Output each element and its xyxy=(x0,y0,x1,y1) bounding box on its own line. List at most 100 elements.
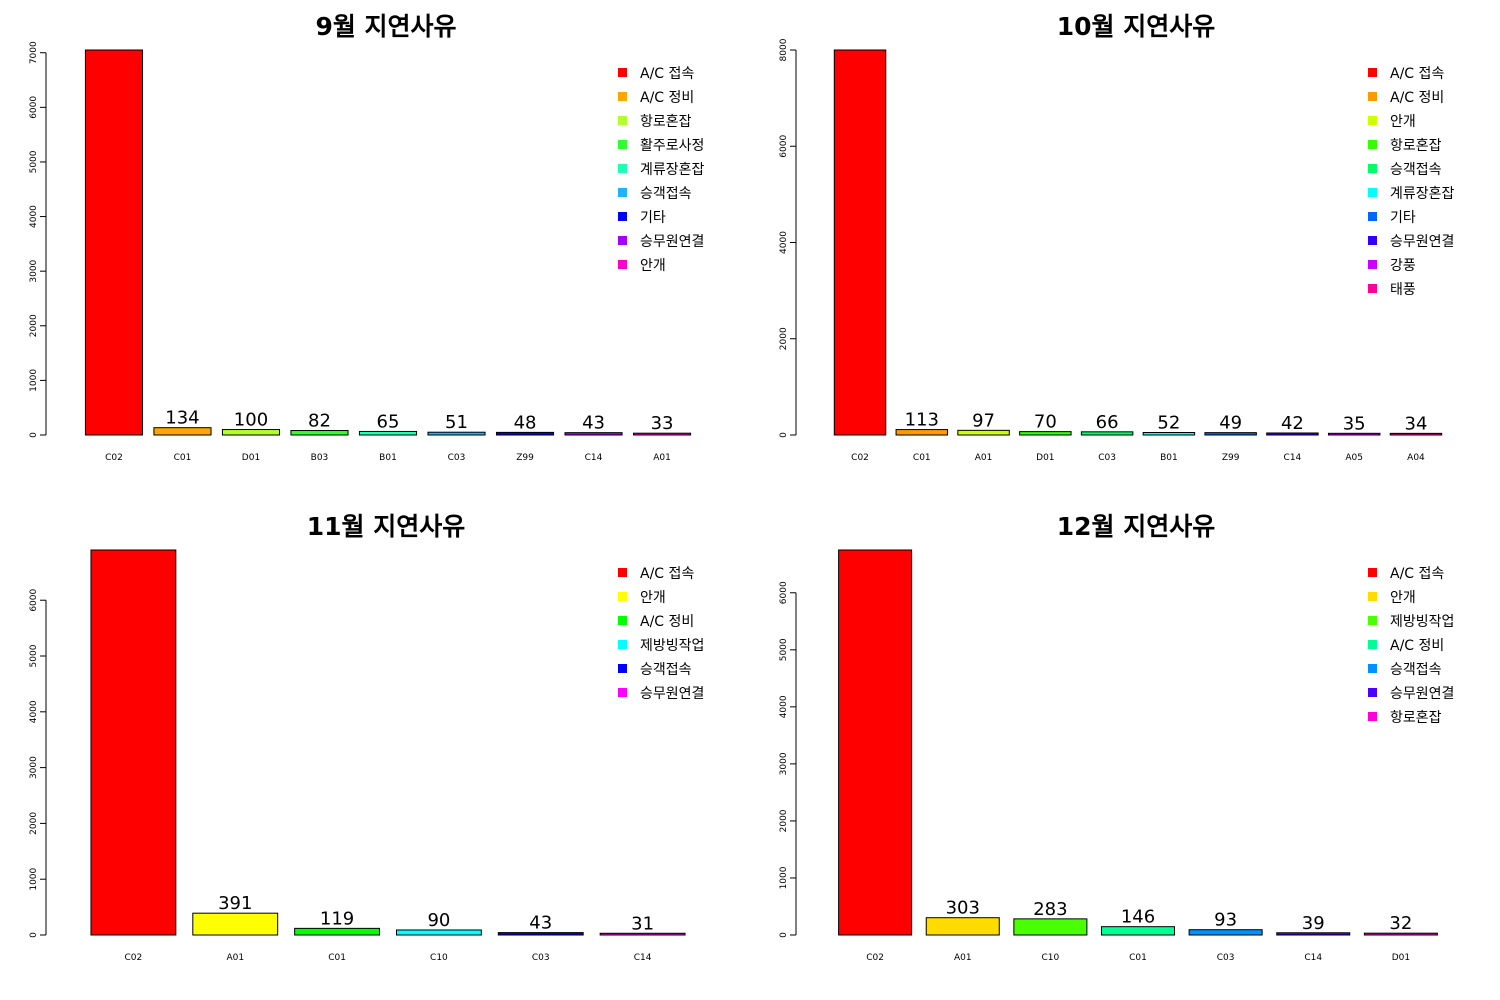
category-label: C14 xyxy=(1304,953,1322,963)
legend-swatch xyxy=(618,260,627,269)
legend-label: 승객접속 xyxy=(640,662,692,678)
bar xyxy=(1363,932,1438,936)
y-tick-label: 5000 xyxy=(29,644,39,667)
y-tick-label: 4000 xyxy=(29,700,39,723)
legend-swatch xyxy=(1368,260,1377,269)
category-label: B03 xyxy=(311,453,329,463)
y-tick-label: 2000 xyxy=(29,314,39,337)
y-tick-label: 4000 xyxy=(779,231,789,254)
legend-swatch xyxy=(1368,640,1377,649)
bar xyxy=(358,430,418,436)
legend-swatch xyxy=(618,212,627,221)
bar xyxy=(1080,431,1134,436)
legend-swatch xyxy=(618,688,627,697)
legend-swatch xyxy=(1368,284,1377,293)
legend-swatch xyxy=(618,92,627,101)
bar xyxy=(495,431,555,436)
legend-label: A/C 정비 xyxy=(640,90,694,106)
legend-label: 계류장혼잡 xyxy=(640,162,705,178)
legend-swatch xyxy=(1368,188,1377,197)
category-label: C01 xyxy=(1129,953,1147,963)
bar xyxy=(1100,926,1176,936)
chart-panel: 11월 지연사유 0 1000 2000 3000 4000 5000 6000 C02 A01 3… xyxy=(29,512,704,963)
value-label: 93 xyxy=(1214,910,1237,931)
value-label: 303 xyxy=(946,898,980,919)
legend-label: 태풍 xyxy=(1390,282,1416,298)
y-tick-label: 6000 xyxy=(29,96,39,119)
legend-label: 항로혼잡 xyxy=(1390,138,1442,154)
value-label: 51 xyxy=(445,412,468,433)
value-label: 43 xyxy=(529,913,552,934)
category-label: A01 xyxy=(226,953,244,963)
bar xyxy=(1266,432,1319,436)
y-tick-label: 8000 xyxy=(779,38,789,61)
legend-label: 안개 xyxy=(640,258,666,274)
y-tick-label: 0 xyxy=(29,432,39,438)
legend-swatch xyxy=(1368,712,1377,721)
legend-swatch xyxy=(1368,116,1377,125)
bar xyxy=(497,932,584,936)
category-label: A05 xyxy=(1345,453,1363,463)
legend-swatch xyxy=(618,236,627,245)
y-tick-label: 5000 xyxy=(779,638,789,661)
legend-swatch xyxy=(1368,236,1377,245)
legend-label: 안개 xyxy=(1390,590,1416,606)
bar xyxy=(294,927,381,936)
legend-label: 승무원연결 xyxy=(1390,234,1454,250)
bar xyxy=(90,549,177,936)
y-tick-label: 1000 xyxy=(779,866,789,889)
legend-label: 승객접속 xyxy=(1390,662,1442,678)
value-label: 82 xyxy=(308,411,331,432)
legend-swatch xyxy=(618,116,627,125)
category-label: C02 xyxy=(105,453,123,463)
y-tick-label: 3000 xyxy=(29,259,39,282)
category-label: C03 xyxy=(532,953,550,963)
bar xyxy=(1389,432,1443,436)
y-tick-label: 3000 xyxy=(29,756,39,779)
bar xyxy=(1327,432,1381,436)
category-label: Z99 xyxy=(1222,453,1240,463)
legend-swatch xyxy=(1368,592,1377,601)
value-label: 52 xyxy=(1157,412,1180,433)
y-tick-label: 2000 xyxy=(779,809,789,832)
bar xyxy=(427,431,486,436)
value-label: 34 xyxy=(1405,413,1428,434)
legend-swatch xyxy=(1368,688,1377,697)
value-label: 113 xyxy=(905,410,939,431)
category-label: C02 xyxy=(851,453,869,463)
bar xyxy=(895,429,949,436)
value-label: 33 xyxy=(651,413,674,434)
y-tick-label: 1000 xyxy=(29,867,39,890)
legend-label: 항로혼잡 xyxy=(1390,710,1442,726)
category-label: A01 xyxy=(954,953,972,963)
legend-label: 안개 xyxy=(1390,114,1416,130)
legend-label: 항로혼잡 xyxy=(640,114,692,130)
value-label: 32 xyxy=(1389,913,1412,934)
legend-swatch xyxy=(1368,212,1377,221)
y-tick-label: 5000 xyxy=(29,150,39,173)
value-label: 90 xyxy=(427,910,450,931)
bar xyxy=(1276,932,1351,936)
value-label: 43 xyxy=(582,413,605,434)
bar xyxy=(925,917,1000,936)
value-label: 119 xyxy=(320,908,354,929)
bar xyxy=(564,432,623,436)
value-label: 283 xyxy=(1033,899,1067,920)
bar xyxy=(1188,929,1263,936)
bar xyxy=(838,549,913,936)
bar xyxy=(153,427,212,436)
legend-swatch xyxy=(618,140,627,149)
legend-label: A/C 접속 xyxy=(640,66,694,82)
legend-label: A/C 접속 xyxy=(1390,566,1444,582)
legend-label: A/C 정비 xyxy=(640,614,694,630)
legend-swatch xyxy=(618,68,627,77)
category-label: A01 xyxy=(653,453,671,463)
legend-label: 제방빙작업 xyxy=(1390,614,1454,630)
bar xyxy=(833,49,887,436)
category-label: D01 xyxy=(242,453,260,463)
category-label: Z99 xyxy=(516,453,534,463)
legend-swatch xyxy=(1368,140,1377,149)
y-tick-label: 1000 xyxy=(29,369,39,392)
legend-label: 승객접속 xyxy=(640,186,692,202)
y-tick-label: 2000 xyxy=(779,327,789,350)
